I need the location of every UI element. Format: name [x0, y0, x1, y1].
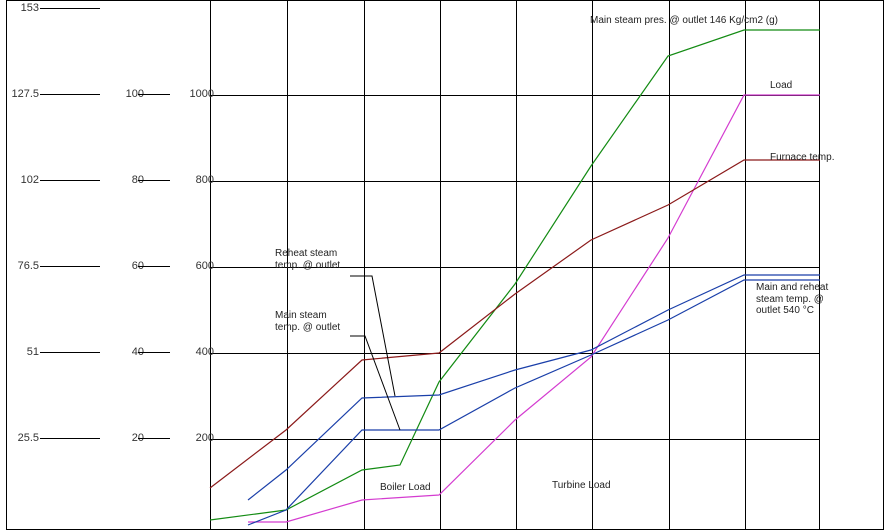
- ann_furnace: Furnace temp.: [770, 152, 834, 164]
- series-main_steam_pres: [210, 30, 820, 520]
- ann_mainst: Main steam temp. @ outlet: [275, 310, 340, 333]
- ann_pres: Main steam pres. @ outlet 146 Kg/cm2 (g): [590, 15, 778, 27]
- series-layer: [0, 0, 890, 530]
- ann_boiler: Boiler Load: [380, 482, 431, 494]
- ann_540: Main and reheat steam temp. @ outlet 540…: [756, 282, 828, 317]
- ann_reheat: Reheat steam temp. @ outlet: [275, 248, 340, 271]
- series-load: [248, 95, 820, 522]
- ann_load: Load: [770, 80, 792, 92]
- series-reheat_steam_temp: [248, 275, 820, 500]
- ann_turbine: Turbine Load: [552, 480, 611, 492]
